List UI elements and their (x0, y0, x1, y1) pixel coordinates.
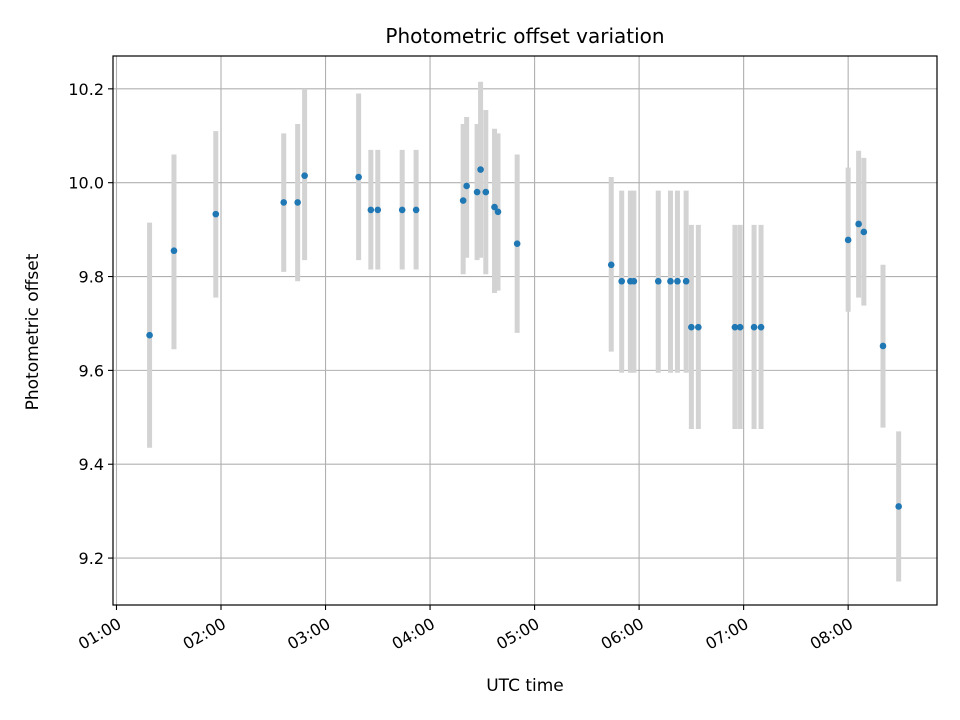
data-point (477, 166, 484, 173)
data-point (170, 247, 178, 255)
y-axis-ticks: 9.2 9.4 9.6 9.8 10.0 10.2 (68, 80, 113, 568)
y-tick-label: 9.8 (79, 268, 104, 287)
data-point (473, 188, 481, 196)
data-point (667, 277, 674, 285)
chart-title: Photometric offset variation (385, 24, 664, 48)
data-point (654, 277, 662, 285)
data-point (855, 220, 862, 228)
data-point (482, 188, 490, 196)
data-point (879, 342, 887, 350)
data-point (491, 203, 498, 211)
data-point (731, 323, 739, 331)
y-tick-label: 10.2 (68, 80, 104, 99)
data-point (398, 206, 406, 214)
data-point (674, 277, 681, 285)
y-tick-label: 10.0 (68, 174, 104, 193)
grid (113, 56, 937, 605)
data-point (757, 323, 765, 331)
y-tick-label: 9.6 (79, 361, 104, 380)
data-point (463, 182, 470, 190)
data-point (750, 323, 758, 331)
data-point (294, 199, 301, 206)
data-point (459, 197, 467, 204)
plot-frame (112, 55, 938, 606)
data-point (146, 331, 153, 339)
data-point (844, 236, 852, 244)
data-point (695, 323, 702, 331)
data-point (607, 261, 615, 269)
data-point (860, 228, 868, 236)
data-point (895, 503, 902, 510)
data-point (618, 277, 625, 285)
data-point (212, 210, 220, 218)
data-point (513, 240, 521, 247)
data-point (355, 173, 362, 181)
data-point (280, 199, 288, 206)
data-point (412, 206, 420, 214)
y-tick-label: 9.4 (79, 455, 104, 474)
y-axis-label: Photometric offset (23, 253, 43, 410)
data-point (736, 323, 744, 331)
data-point (688, 323, 695, 331)
y-tick-label: 9.2 (79, 549, 104, 568)
data-point (301, 172, 308, 179)
data-point (374, 206, 382, 214)
data-point (494, 208, 502, 216)
data-point (682, 277, 690, 285)
data-point (367, 206, 375, 214)
x-axis-label: UTC time (486, 676, 564, 696)
data-point (630, 277, 638, 285)
data-markers (146, 166, 902, 510)
